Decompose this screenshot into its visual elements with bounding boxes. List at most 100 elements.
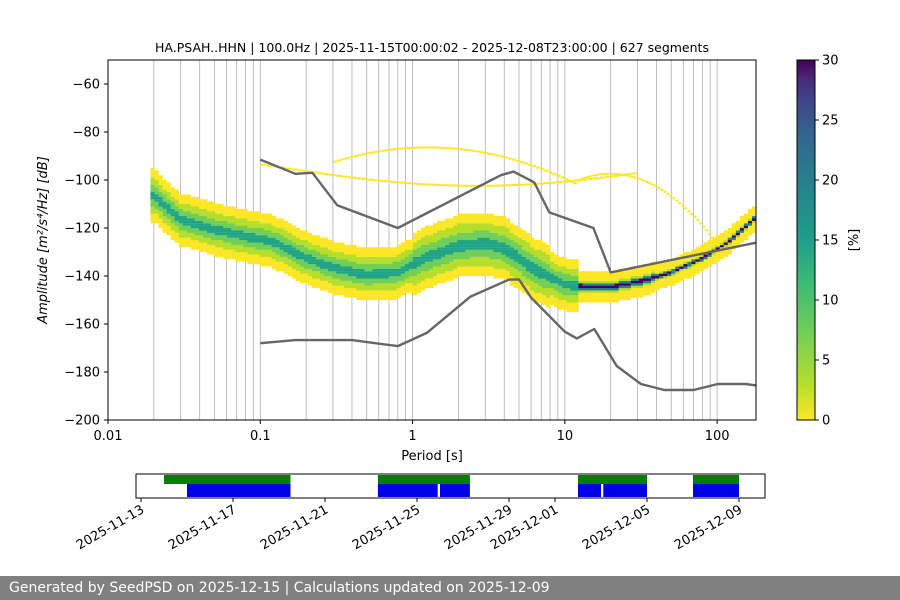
heatmap-cell xyxy=(231,247,236,250)
heatmap-cell xyxy=(275,264,280,267)
heatmap-cell xyxy=(263,235,268,238)
heatmap-cell xyxy=(267,228,272,231)
heatmap-cell xyxy=(751,213,757,217)
heatmap-cell xyxy=(315,273,321,277)
heatmap-cell xyxy=(566,268,571,272)
heatmap-cell xyxy=(158,223,163,226)
heatmap-cell xyxy=(372,290,377,293)
heatmap-cell xyxy=(344,264,349,267)
heatmap-cell xyxy=(154,204,159,207)
heatmap-cell xyxy=(461,240,466,243)
heatmap-cell xyxy=(449,254,454,257)
heatmap-cell xyxy=(647,271,652,274)
heatmap-cell xyxy=(493,271,498,274)
heatmap-cell xyxy=(283,237,289,241)
heatmap-cell xyxy=(416,271,422,274)
heatmap-cell xyxy=(174,189,180,193)
heatmap-cell xyxy=(509,280,515,284)
heatmap-cell xyxy=(295,276,301,279)
heatmap-cell xyxy=(182,196,188,200)
heatmap-cell xyxy=(453,247,458,250)
heatmap-cell xyxy=(566,259,571,262)
heatmap-cell xyxy=(303,268,309,272)
x-tick-label: 0.01 xyxy=(94,429,123,444)
heatmap-cell xyxy=(170,216,175,219)
heatmap-cell xyxy=(715,244,720,248)
heatmap-cell xyxy=(150,184,155,188)
heatmap-cell xyxy=(554,297,559,301)
heatmap-cell xyxy=(489,256,494,260)
heatmap-cell xyxy=(275,232,280,236)
heatmap-cell xyxy=(255,254,260,257)
heatmap-cell xyxy=(457,252,462,255)
heatmap-cell xyxy=(481,216,486,219)
heatmap-cell xyxy=(437,278,442,281)
heatmap-cell xyxy=(497,252,502,255)
heatmap-cell xyxy=(211,220,216,224)
heatmap-cell xyxy=(517,247,523,250)
heatmap-cell xyxy=(287,261,293,265)
heatmap-cell xyxy=(295,266,301,269)
availability-blue-bar xyxy=(603,484,647,497)
heatmap-cell xyxy=(433,244,438,248)
heatmap-cell xyxy=(578,276,583,279)
heatmap-cell xyxy=(158,187,163,190)
heatmap-cell xyxy=(376,259,381,262)
heatmap-cell xyxy=(328,242,333,245)
heatmap-cell xyxy=(433,235,438,238)
heatmap-cell xyxy=(570,278,575,281)
heatmap-cell xyxy=(489,252,494,255)
heatmap-cell xyxy=(420,228,426,231)
heatmap-cell xyxy=(529,256,535,260)
heatmap-cell xyxy=(279,268,284,272)
heatmap-cell xyxy=(525,283,531,286)
heatmap-cell xyxy=(357,154,362,157)
heatmap-cell xyxy=(631,172,638,175)
heatmap-cell xyxy=(489,247,494,250)
heatmap-cell xyxy=(271,232,276,236)
heatmap-cell xyxy=(182,235,188,238)
heatmap-cell xyxy=(283,252,289,255)
heatmap-cell xyxy=(707,247,712,250)
availability-blue-bar xyxy=(377,484,438,497)
heatmap-cell xyxy=(420,280,426,284)
heatmap-cell xyxy=(275,218,280,221)
heatmap-cell xyxy=(315,237,321,241)
heatmap-cell xyxy=(356,295,361,298)
heatmap-cell xyxy=(707,254,712,257)
heatmap-cell xyxy=(554,292,559,296)
heatmap-cell xyxy=(372,273,377,277)
heatmap-cell xyxy=(150,216,155,219)
heatmap-cell xyxy=(384,261,389,265)
heatmap-cell xyxy=(542,259,547,262)
heatmap-cell xyxy=(408,290,414,293)
heatmap-cell xyxy=(594,174,598,177)
heatmap-cell xyxy=(566,280,571,284)
heatmap-cell xyxy=(162,213,167,217)
heatmap-cell xyxy=(332,292,337,296)
heatmap-cell xyxy=(711,236,715,239)
heatmap-cell xyxy=(606,280,611,284)
heatmap-cell xyxy=(481,268,486,272)
heatmap-cell xyxy=(267,237,272,241)
heatmap-cell xyxy=(320,280,325,284)
heatmap-cell xyxy=(489,230,494,233)
heatmap-cell xyxy=(287,249,293,253)
heatmap-cell xyxy=(638,292,644,296)
heatmap-cell xyxy=(340,259,345,262)
heatmap-cell xyxy=(166,232,171,236)
heatmap-cell xyxy=(562,180,569,183)
heatmap-cell xyxy=(707,256,712,260)
heatmap-cell xyxy=(461,266,466,269)
heatmap-cell xyxy=(485,256,490,260)
heatmap-cell xyxy=(538,259,543,262)
heatmap-cell xyxy=(481,232,486,236)
heatmap-cell xyxy=(695,259,700,262)
heatmap-cell xyxy=(610,278,616,281)
heatmap-cell xyxy=(166,228,171,231)
heatmap-cell xyxy=(206,201,212,205)
heatmap-cell xyxy=(614,276,620,279)
heatmap-cell xyxy=(586,297,591,301)
heatmap-cell xyxy=(546,297,551,301)
heatmap-cell xyxy=(328,278,333,281)
